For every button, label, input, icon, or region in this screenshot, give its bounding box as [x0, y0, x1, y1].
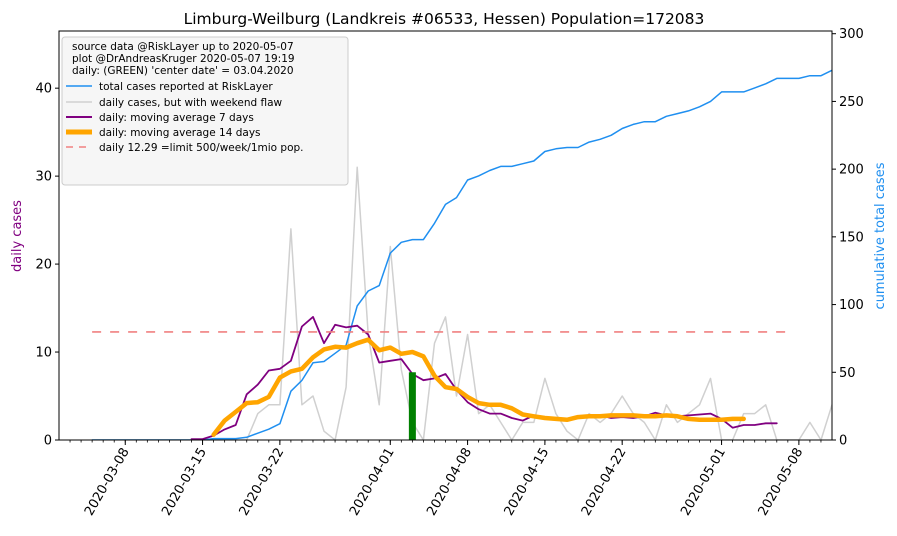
x-tick-label: 2020-04-22	[579, 446, 630, 519]
chart-title: Limburg-Weilburg (Landkreis #06533, Hess…	[184, 10, 705, 28]
x-tick-label: 2020-05-01	[678, 446, 729, 519]
x-tick-label: 2020-04-15	[502, 446, 553, 519]
x-tick-label: 2020-03-08	[82, 446, 133, 519]
x-tick-label: 2020-04-01	[347, 446, 398, 519]
x-tick-label: 2020-03-15	[159, 446, 210, 519]
y-right-tick-label: 200	[839, 163, 864, 178]
x-tick-label: 2020-04-08	[424, 446, 475, 519]
legend: source data @RiskLayer up to 2020-05-07 …	[61, 36, 349, 186]
y-left-tick-label: 20	[35, 258, 52, 273]
y-left-tick-label: 10	[35, 346, 52, 361]
y-right-tick-label: 150	[839, 230, 864, 245]
legend-info-line: plot @DrAndreasKruger 2020-05-07 19:19	[72, 53, 295, 65]
y-right-tick-label: 0	[839, 434, 847, 449]
y-left-tick-label: 30	[35, 170, 52, 185]
series-line	[91, 69, 832, 440]
legend-label-total: total cases reported at RiskLayer	[99, 81, 273, 93]
y-right-tick-label: 50	[839, 366, 856, 381]
y-axis-right-label: cumulative total cases	[873, 162, 888, 309]
legend-label-daily: daily cases, but with weekend flaw	[99, 97, 283, 109]
legend-info-line: source data @RiskLayer up to 2020-05-07	[72, 41, 294, 53]
legend-info-line: daily: (GREEN) 'center date' = 03.04.202…	[72, 65, 294, 77]
y-right-tick-label: 100	[839, 298, 864, 313]
x-tick-label: 2020-03-22	[237, 446, 288, 519]
y-right-tick-label: 300	[839, 27, 864, 42]
legend-label-ma14: daily: moving average 14 days	[99, 127, 261, 139]
legend-label-ma7: daily: moving average 7 days	[99, 112, 254, 124]
y-left-tick-label: 40	[35, 82, 52, 97]
legend-box	[61, 36, 349, 186]
y-left-tick-label: 0	[44, 434, 52, 449]
center-date-bar	[408, 372, 416, 440]
y-right-tick-label: 250	[839, 95, 864, 110]
legend-label-limit: daily 12.29 =limit 500/week/1mio pop.	[99, 142, 304, 154]
series-line	[211, 337, 746, 437]
y-axis-left-label: daily cases	[10, 200, 25, 272]
x-tick-label: 2020-05-08	[756, 446, 807, 519]
